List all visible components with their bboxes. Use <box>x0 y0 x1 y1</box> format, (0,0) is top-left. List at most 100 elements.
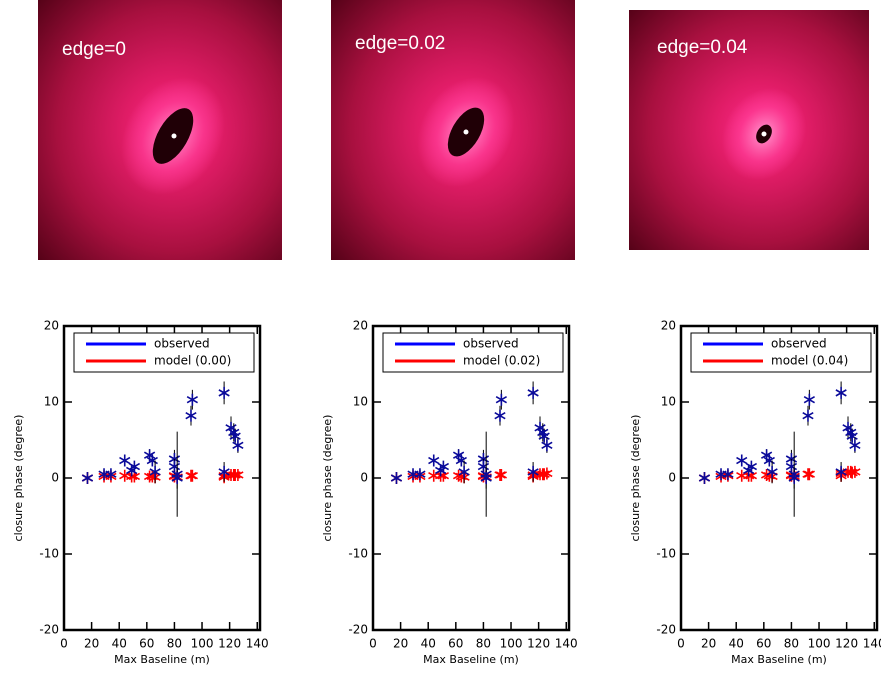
x-tick-label: 120 <box>218 637 241 651</box>
data-point <box>803 393 815 406</box>
x-tick-label: 0 <box>677 637 685 651</box>
data-point <box>186 393 198 406</box>
legend-box <box>73 332 255 373</box>
y-tick-label: 20 <box>661 319 676 333</box>
y-tick-label: 10 <box>353 395 368 409</box>
data-point <box>527 465 539 478</box>
data-point <box>458 465 470 478</box>
data-point <box>218 465 230 478</box>
y-tick-label: -20 <box>656 623 676 637</box>
data-point <box>477 460 490 473</box>
x-tick-label: 0 <box>60 637 68 651</box>
data-point <box>538 430 550 443</box>
data-point <box>846 430 858 443</box>
data-point <box>149 465 161 478</box>
data-point <box>455 454 467 467</box>
data-point <box>185 469 197 482</box>
data-point <box>185 409 197 422</box>
x-tick-label: 60 <box>448 637 463 651</box>
data-point <box>119 454 131 467</box>
x-tick-label: 40 <box>729 637 744 651</box>
data-point <box>802 468 814 481</box>
x-tick-label: 40 <box>421 637 436 651</box>
data-point <box>802 409 814 422</box>
y-tick-label: 0 <box>51 471 59 485</box>
x-tick-label: 40 <box>112 637 127 651</box>
data-point <box>722 468 734 481</box>
data-point <box>494 468 506 481</box>
data-point <box>437 460 450 473</box>
image-label: edge=0 <box>62 39 126 60</box>
x-tick-label: 20 <box>84 637 99 651</box>
data-point <box>128 460 141 473</box>
y-tick-label: 0 <box>360 471 368 485</box>
data-point <box>414 468 426 481</box>
data-point <box>232 468 244 481</box>
legend-label: observed <box>154 337 210 351</box>
chart: 0 20 40 60 80 100 120 140 -20 -10 0 10 20 Max Baselin… <box>629 319 881 667</box>
x-tick-label: 80 <box>167 637 182 651</box>
data-point <box>168 460 181 473</box>
y-axis-label: closure phase (degree) <box>12 415 25 542</box>
data-point <box>218 386 230 399</box>
data-point <box>81 472 94 484</box>
y-tick-label: -20 <box>348 623 368 637</box>
data-point <box>788 472 800 484</box>
x-tick-label: 0 <box>369 637 377 651</box>
data-point <box>849 465 861 478</box>
data-point <box>763 454 775 467</box>
y-tick-label: 0 <box>668 471 676 485</box>
data-point <box>541 439 553 452</box>
data-point <box>736 454 748 467</box>
data-point <box>390 472 403 484</box>
data-point <box>849 439 861 452</box>
x-tick-label: 120 <box>835 637 858 651</box>
y-tick-label: 20 <box>44 319 59 333</box>
x-tick-label: 120 <box>527 637 550 651</box>
image-label: edge=0.04 <box>657 37 748 58</box>
y-tick-label: 10 <box>661 395 676 409</box>
x-axis-label: Max Baseline (m) <box>114 653 210 666</box>
legend-label: observed <box>463 337 519 351</box>
y-tick-label: -10 <box>656 547 676 561</box>
y-tick-label: 10 <box>44 395 59 409</box>
data-point <box>541 467 553 480</box>
x-tick-label: 20 <box>701 637 716 651</box>
x-tick-label: 80 <box>476 637 491 651</box>
y-tick-label: -10 <box>39 547 59 561</box>
data-point <box>146 454 158 467</box>
data-point <box>229 430 241 443</box>
data-point <box>835 386 847 399</box>
data-point <box>232 439 244 452</box>
legend-box <box>690 332 872 373</box>
x-tick-label: 80 <box>784 637 799 651</box>
data-point <box>698 472 711 484</box>
legend-label: observed <box>771 337 827 351</box>
x-axis-label: Max Baseline (m) <box>731 653 827 666</box>
x-tick-label: 100 <box>191 637 214 651</box>
legend-box <box>382 332 564 373</box>
data-point <box>171 472 183 484</box>
y-tick-label: -20 <box>39 623 59 637</box>
data-point <box>745 460 758 473</box>
x-tick-label: 140 <box>863 637 881 651</box>
y-axis-label: closure phase (degree) <box>321 415 334 542</box>
chart: 0 20 40 60 80 100 120 140 -20 -10 0 10 20 Max Baselin… <box>321 319 578 667</box>
x-tick-label: 20 <box>393 637 408 651</box>
legend-label: model (0.00) <box>154 354 231 368</box>
x-tick-label: 60 <box>756 637 771 651</box>
image-panel: edge=0.02 <box>331 0 575 260</box>
image-label: edge=0.02 <box>355 33 445 54</box>
legend-label: model (0.02) <box>463 354 540 368</box>
x-tick-label: 100 <box>500 637 523 651</box>
x-tick-label: 60 <box>139 637 154 651</box>
data-point <box>480 472 492 484</box>
x-tick-label: 140 <box>246 637 269 651</box>
y-tick-label: -10 <box>348 547 368 561</box>
image-panel: edge=0 <box>38 0 282 260</box>
data-point <box>495 393 507 406</box>
image-panel: edge=0.04 <box>629 10 869 250</box>
data-point <box>835 465 847 478</box>
